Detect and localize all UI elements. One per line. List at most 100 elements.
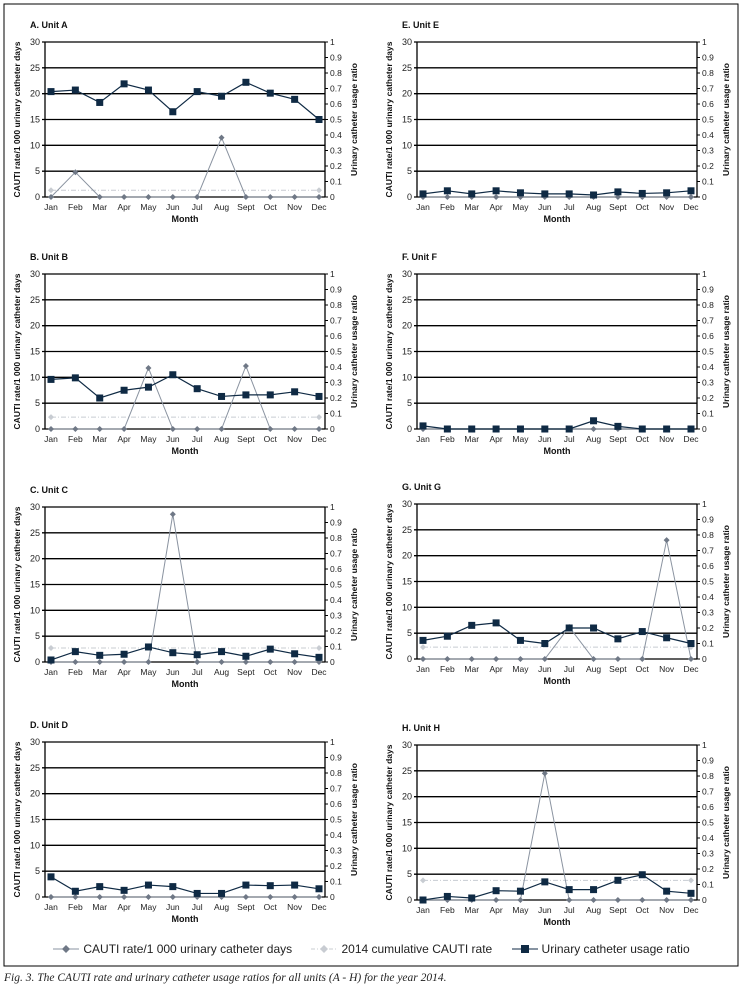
- usage-ratio-point: [541, 878, 549, 886]
- y2-tick-label: 0.5: [330, 347, 342, 357]
- y2-axis-label: Urinary catheter usage ratio: [721, 295, 731, 408]
- y2-tick-label: 0.9: [702, 53, 714, 63]
- x-tick-label: May: [140, 667, 157, 677]
- usage-ratio-point: [590, 886, 598, 894]
- y2-tick-label: 0.7: [330, 784, 342, 794]
- cauti-rate-line: [51, 364, 319, 430]
- x-tick-label: Mar: [92, 902, 107, 912]
- y2-axis-label: Urinary catheter usage ratio: [721, 525, 731, 638]
- x-tick-label: Apr: [117, 202, 130, 212]
- cauti-rate-point: [663, 537, 670, 544]
- cauti-rate-point: [121, 426, 128, 432]
- x-tick-label: Jul: [192, 667, 203, 677]
- usage-ratio-point: [291, 881, 299, 889]
- cauti-rate-point: [688, 194, 694, 200]
- y-tick-label: 25: [402, 525, 412, 535]
- y2-tick-label: 0.7: [330, 316, 342, 326]
- y2-tick-label: 0.4: [702, 592, 714, 602]
- usage-ratio-point: [443, 425, 451, 433]
- usage-ratio-point: [120, 886, 128, 894]
- x-tick-label: Aug: [586, 434, 601, 444]
- y2-tick-label: 0.7: [330, 84, 342, 94]
- x-tick-label: Jun: [166, 902, 180, 912]
- x-tick-label: Dec: [311, 667, 327, 677]
- x-tick-label: Jan: [416, 664, 430, 674]
- x-tick-label: Sept: [237, 902, 255, 912]
- y-axis-label: CAUTI rate/1 000 urinary catheter days: [384, 273, 394, 429]
- usage-ratio-point: [315, 885, 323, 893]
- x-tick-label: May: [512, 664, 529, 674]
- cauti-rate-point: [242, 362, 249, 369]
- panel-title: B. Unit B: [30, 252, 68, 262]
- usage-ratio-point: [443, 187, 451, 195]
- x-tick-label: Feb: [68, 202, 83, 212]
- cauti-rate-point: [316, 894, 322, 900]
- y-tick-label: 5: [35, 866, 40, 876]
- y2-tick-label: 0.3: [702, 378, 714, 388]
- usage-ratio-point: [218, 92, 226, 100]
- cauti-rate-point: [72, 426, 79, 432]
- x-tick-label: Jun: [166, 667, 180, 677]
- x-tick-label: Apr: [117, 434, 130, 444]
- y2-axis-label: Urinary catheter usage ratio: [349, 528, 359, 641]
- x-tick-label: May: [140, 202, 157, 212]
- cauti-rate-point: [96, 194, 103, 200]
- y-tick-label: 20: [402, 551, 412, 561]
- x-tick-label: Feb: [68, 434, 83, 444]
- y2-tick-label: 0.5: [702, 818, 714, 828]
- y2-tick-label: 0.1: [330, 409, 342, 419]
- y2-tick-label: 0.3: [702, 146, 714, 156]
- y-tick-label: 30: [402, 499, 412, 509]
- cauti-rate-point: [517, 897, 524, 903]
- x-tick-label: Apr: [489, 664, 502, 674]
- y-tick-label: 10: [402, 602, 412, 612]
- usage-ratio-point: [492, 187, 500, 195]
- x-tick-label: Jun: [538, 905, 552, 915]
- y2-tick-label: 0.5: [330, 815, 342, 825]
- usage-ratio-point: [193, 889, 201, 897]
- y-tick-label: 5: [407, 869, 412, 879]
- y-tick-label: 20: [30, 554, 40, 564]
- x-tick-label: Sept: [609, 905, 627, 915]
- panel-title: F. Unit F: [402, 252, 437, 262]
- x-tick-label: Aug: [586, 905, 601, 915]
- y2-tick-label: 0.3: [702, 849, 714, 859]
- usage-ratio-point: [541, 640, 549, 647]
- y-tick-label: 0: [407, 895, 412, 905]
- x-tick-label: Apr: [489, 434, 502, 444]
- usage-ratio-point: [541, 190, 549, 198]
- y-tick-label: 20: [402, 321, 412, 331]
- usage-ratio-point: [96, 394, 104, 402]
- cauti-rate-point: [121, 659, 128, 665]
- y2-tick-label: 0.2: [702, 623, 714, 633]
- usage-ratio-point: [663, 425, 671, 433]
- cauti-rate-point: [242, 194, 249, 200]
- x-tick-label: Apr: [117, 902, 130, 912]
- usage-ratio-point: [565, 425, 573, 433]
- cauti-rate-line: [50, 136, 319, 198]
- usage-ratio-point: [47, 375, 55, 383]
- x-axis-label: Month: [544, 446, 571, 456]
- cauti-rate-point: [291, 659, 298, 665]
- y-tick-label: 30: [30, 269, 40, 279]
- y2-tick-label: 0.1: [330, 642, 342, 652]
- y2-tick-label: 0.4: [330, 595, 342, 605]
- y2-tick-label: 0.1: [330, 177, 342, 187]
- usage-ratio-point: [120, 650, 128, 658]
- cauti-rate-point: [291, 894, 298, 900]
- x-tick-label: Nov: [659, 434, 675, 444]
- y2-tick-label: 0.5: [330, 115, 342, 125]
- y-tick-label: 10: [30, 840, 40, 850]
- y2-tick-label: 0.2: [702, 393, 714, 403]
- x-tick-label: Apr: [489, 202, 502, 212]
- y2-tick-label: 0.2: [330, 161, 342, 171]
- usage-ratio-point: [266, 882, 274, 890]
- x-tick-label: Jan: [416, 905, 430, 915]
- x-tick-label: Nov: [659, 202, 675, 212]
- usage-ratio-line: [422, 622, 692, 645]
- cauti-rate-point: [218, 426, 225, 432]
- y-tick-label: 15: [402, 347, 412, 357]
- legend-item-cumulative: 2014 cumulative CAUTI rate: [311, 942, 492, 956]
- cauti-rate-point: [468, 656, 475, 662]
- x-tick-label: Feb: [68, 667, 83, 677]
